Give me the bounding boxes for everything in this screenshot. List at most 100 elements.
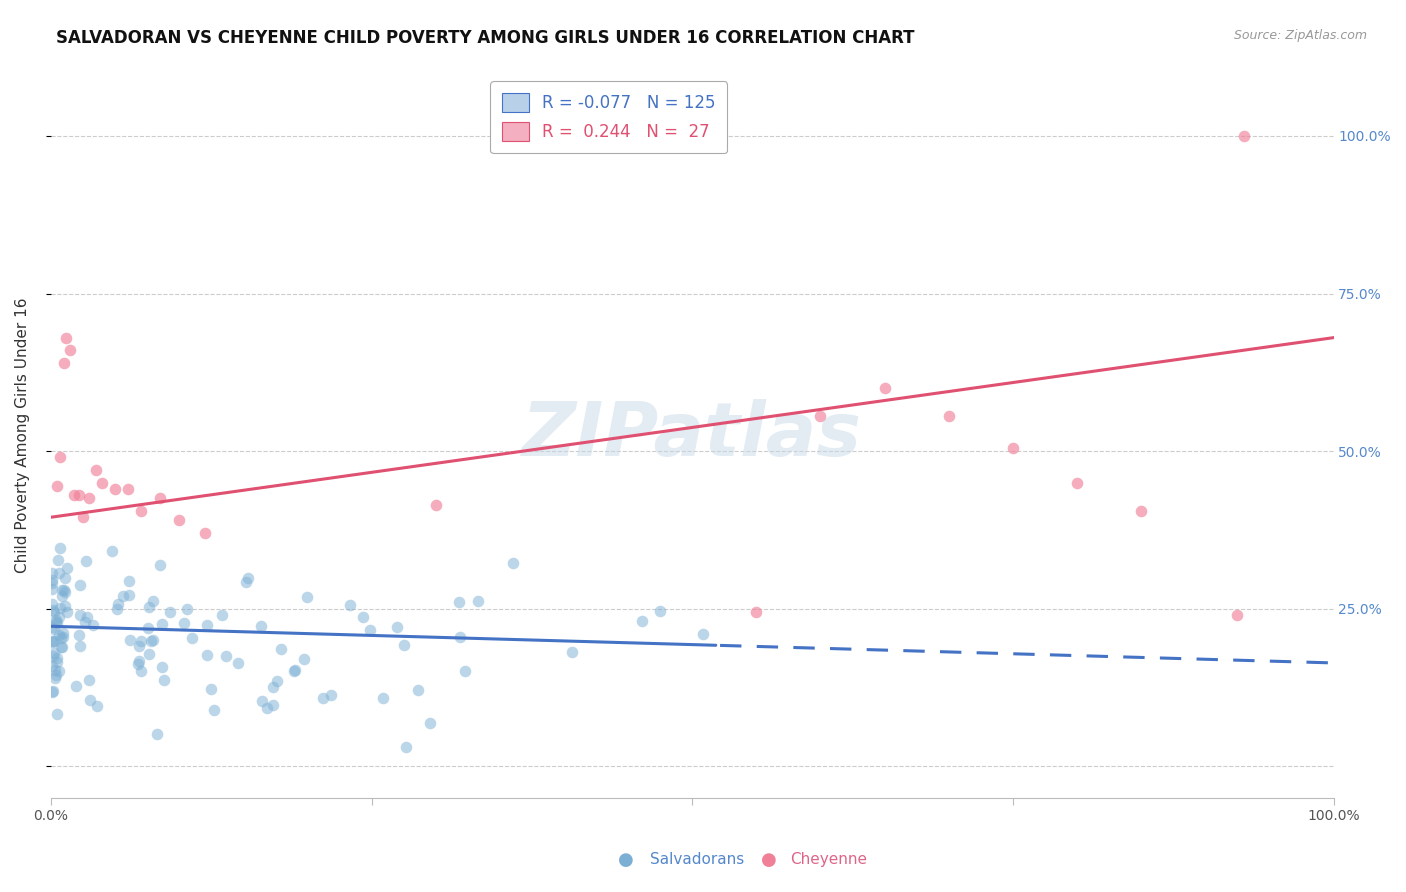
Point [42,623,65,637]
Point [51,640,73,654]
Point [41,658,63,673]
Point [59,343,82,358]
Point [41,582,63,596]
Point [41,633,63,648]
Point [67,488,90,502]
Point [447,595,470,609]
Point [938,409,960,424]
Point [454,664,477,678]
Point [91,475,114,490]
Point [41,602,63,616]
Point [250,694,273,708]
Point [321,689,343,703]
Point [352,610,374,624]
Point [1226,607,1249,622]
Point [42,684,65,698]
Point [138,600,160,615]
Point [107,598,129,612]
Point [51,582,73,597]
Point [111,589,134,603]
Point [449,630,471,644]
Text: ●: ● [617,851,634,869]
Point [63,488,86,502]
Point [52,625,75,640]
Point [146,727,169,741]
Point [373,691,395,706]
Text: SALVADORAN VS CHEYENNE CHILD POVERTY AMONG GIRLS UNDER 16 CORRELATION CHART: SALVADORAN VS CHEYENNE CHILD POVERTY AMO… [56,29,915,46]
Point [67,627,90,641]
Point [425,498,447,512]
Point [395,740,418,755]
Point [1001,441,1024,455]
Point [72,510,94,524]
Point [419,716,441,731]
Point [561,645,583,659]
Point [385,620,408,634]
Point [46,707,69,722]
Point [202,703,225,717]
Point [194,526,217,541]
Point [1130,504,1153,518]
Point [53,599,76,613]
Point [41,685,63,699]
Point [117,588,139,602]
Point [128,654,150,668]
Point [150,660,173,674]
Point [136,621,159,635]
Point [1066,475,1088,490]
Text: Salvadorans: Salvadorans [650,853,744,867]
Point [262,698,284,713]
Point [41,576,63,591]
Point [266,673,288,688]
Point [104,482,127,496]
Point [294,652,316,666]
Point [41,573,63,587]
Point [45,668,67,682]
Point [46,553,69,567]
Point [84,463,107,477]
Point [52,630,75,644]
Point [44,671,66,685]
Point [48,628,70,642]
Point [256,701,278,715]
Point [42,634,65,648]
Point [101,544,124,558]
Point [149,491,172,506]
Point [46,615,69,630]
Point [48,664,70,678]
Point [295,591,318,605]
Text: Source: ZipAtlas.com: Source: ZipAtlas.com [1233,29,1367,42]
Point [107,601,129,615]
Point [235,574,257,589]
Point [65,679,87,693]
Point [52,356,75,370]
Point [118,574,141,588]
Point [692,627,714,641]
Point [167,513,190,527]
Point [394,638,416,652]
Point [76,609,98,624]
Point [270,641,292,656]
Point [648,604,671,618]
Point [44,663,66,677]
Point [128,639,150,653]
Point [55,331,77,345]
Point [173,615,195,630]
Point [53,585,76,599]
Point [127,657,149,671]
Point [284,663,307,677]
Point [630,614,652,628]
Point [48,601,70,615]
Point [129,504,152,518]
Point [181,631,204,645]
Point [810,409,832,424]
Point [79,693,101,707]
Point [195,618,218,632]
Point [1233,128,1256,143]
Point [41,635,63,649]
Point [152,673,174,688]
Text: Cheyenne: Cheyenne [790,853,868,867]
Point [53,571,76,585]
Point [46,651,69,665]
Point [41,597,63,611]
